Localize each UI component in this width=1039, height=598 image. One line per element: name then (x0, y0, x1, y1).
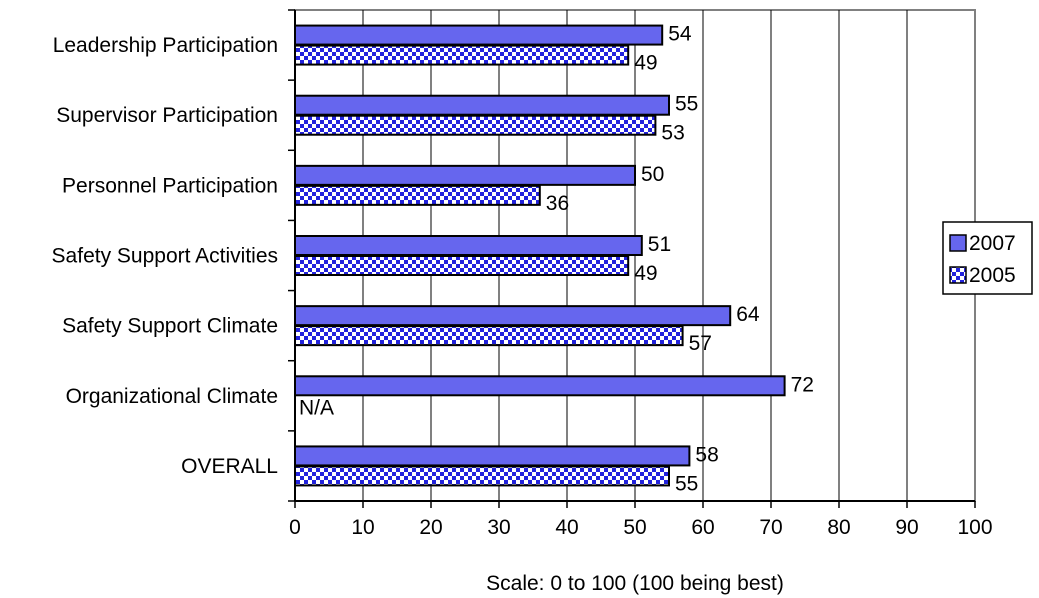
x-tick-label: 70 (759, 516, 782, 539)
x-tick-label: 0 (289, 516, 301, 539)
x-tick-label: 20 (419, 516, 442, 539)
tick-labels: 0 10 20 30 40 50 60 70 80 90 100 (289, 516, 992, 539)
x-tick-label: 90 (895, 516, 918, 539)
data-label-2005: 53 (661, 122, 684, 145)
bar-2007 (294, 94, 670, 116)
bar-2005 (294, 114, 657, 136)
gridlines (362, 10, 908, 501)
axes (288, 9, 976, 508)
x-tick-label: 60 (691, 516, 714, 539)
x-tick-label: 40 (555, 516, 578, 539)
category-label: Supervisor Participation (56, 104, 278, 127)
data-label-2005: 49 (634, 262, 657, 285)
legend: 2007 2005 (942, 221, 1033, 295)
category-labels: Leadership Participation Supervisor Parti… (52, 34, 278, 478)
data-label-2005: 57 (689, 332, 712, 355)
bar-2007 (294, 305, 732, 327)
data-label-2007: 50 (641, 163, 664, 186)
data-label-2007: 55 (675, 93, 698, 116)
bar-2007 (294, 164, 636, 186)
x-tick-label: 80 (827, 516, 850, 539)
data-label-2007: 72 (791, 373, 814, 396)
bar-2005 (294, 325, 684, 347)
data-labels: 54 49 55 53 50 36 51 49 64 57 72 N/A 58 55 (299, 23, 814, 496)
data-label-2005: 36 (546, 192, 569, 215)
legend-label-2007: 2007 (969, 232, 1016, 255)
bars (294, 24, 786, 487)
legend-swatch-2007 (949, 234, 967, 252)
x-tick-label: 50 (623, 516, 646, 539)
bar-2007 (294, 445, 691, 467)
bar-2007 (294, 235, 643, 256)
data-label-2005: 49 (634, 52, 657, 75)
data-label-2007: 58 (695, 443, 718, 466)
data-label-2007: 64 (736, 303, 760, 326)
x-tick-label: 10 (351, 516, 374, 539)
data-label-2007: 51 (648, 233, 671, 256)
legend-label-2005: 2005 (969, 264, 1016, 287)
category-label: Personnel Participation (62, 174, 278, 197)
legend-swatch-2005 (949, 266, 967, 284)
category-label: Safety Support Activities (52, 245, 278, 268)
bar-2007 (294, 375, 786, 397)
category-label: Organizational Climate (66, 385, 278, 408)
x-tick-label: 100 (957, 516, 992, 539)
bar-2005 (294, 255, 630, 276)
bar-2005 (294, 184, 541, 206)
x-tick-label: 30 (487, 516, 510, 539)
missing-data-label: N/A (299, 396, 334, 419)
bar-2005 (294, 465, 670, 487)
bar-2007 (294, 24, 664, 46)
x-axis-title: Scale: 0 to 100 (100 being best) (486, 572, 784, 595)
data-label-2005: 55 (675, 472, 698, 495)
category-label: OVERALL (181, 455, 278, 478)
bar-2005 (294, 44, 630, 66)
data-label-2007: 54 (668, 23, 692, 46)
category-label: Leadership Participation (53, 34, 278, 57)
category-label: Safety Support Climate (62, 315, 278, 338)
